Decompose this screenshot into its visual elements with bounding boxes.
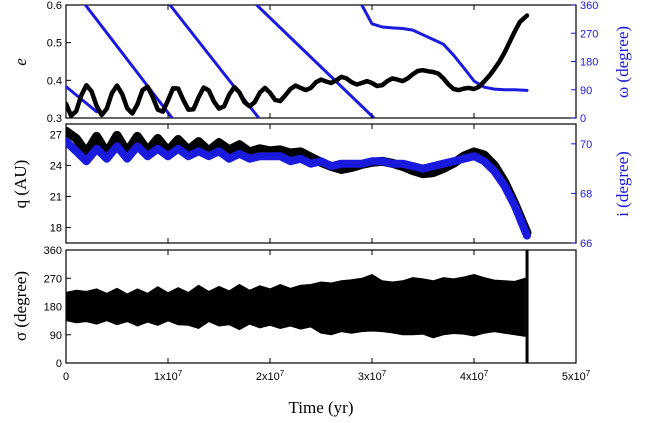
omega-series-segment-1 bbox=[83, 5, 174, 118]
bottom-ytick-label-4: 360 bbox=[44, 245, 62, 257]
top-ytick-label-1: 0.4 bbox=[47, 75, 62, 87]
inclination-series bbox=[66, 137, 531, 240]
bottom-xtick-label-5: 5x107 bbox=[562, 369, 591, 384]
middle-ytick-label-0: 18 bbox=[50, 222, 62, 234]
top-y2tick-label-3: 270 bbox=[580, 28, 598, 40]
panel-middle: 18 21 24 27 66 68 70 bbox=[50, 124, 592, 250]
bottom-left-axis-title: σ (degree) bbox=[11, 271, 30, 341]
middle-plot-area bbox=[66, 126, 532, 240]
panel-middle-frame bbox=[65, 123, 577, 244]
middle-ytick-label-3: 27 bbox=[50, 129, 62, 141]
bottom-xtick-label-1: 1x107 bbox=[154, 369, 183, 384]
top-y2tick-label-1: 90 bbox=[580, 85, 592, 97]
bottom-xtick-label-0: 0 bbox=[63, 371, 69, 383]
top-ytick-label-3: 0.6 bbox=[47, 0, 62, 12]
middle-y2tick-label-0: 66 bbox=[580, 238, 592, 250]
top-left-axis-title: e bbox=[11, 58, 30, 66]
eccentricity-series bbox=[66, 13, 530, 118]
top-y2tick-label-0: 0 bbox=[580, 113, 586, 125]
bottom-xtick-label-4: 4x107 bbox=[460, 369, 489, 384]
top-ytick-label-2: 0.5 bbox=[47, 38, 62, 50]
middle-right-axis-title: i (degree) bbox=[613, 151, 632, 217]
panel-top: 0.3 0.4 0.5 0.6 0 90 180 270 360 bbox=[47, 0, 599, 125]
top-right-axis-title: ω (degree) bbox=[613, 26, 632, 98]
bottom-ytick-label-1: 90 bbox=[50, 330, 62, 342]
middle-left-axis-title: q (AU) bbox=[11, 160, 30, 209]
middle-ytick-label-1: 21 bbox=[50, 191, 62, 203]
top-y2tick-label-2: 180 bbox=[580, 57, 598, 69]
panel-bottom: 0 90 180 270 360 0 1x107 2x107 3x107 4x107 5x107 bbox=[44, 245, 591, 383]
x-axis-title: Time (yr) bbox=[288, 398, 353, 417]
bottom-ytick-label-3: 270 bbox=[44, 273, 62, 285]
omega-series-segment-3 bbox=[255, 5, 376, 118]
middle-y2tick-label-1: 68 bbox=[580, 188, 592, 200]
top-plot-area bbox=[66, 5, 530, 118]
omega-series-segment-4 bbox=[360, 5, 529, 92]
bottom-ytick-label-2: 180 bbox=[44, 302, 62, 314]
top-y2tick-label-4: 360 bbox=[580, 0, 598, 12]
middle-y2tick-label-2: 70 bbox=[580, 139, 592, 151]
resonant-angle-band bbox=[65, 273, 526, 339]
bottom-xtick-label-2: 2x107 bbox=[256, 369, 285, 384]
top-ytick-label-0: 0.3 bbox=[47, 113, 62, 125]
bottom-ytick-label-0: 0 bbox=[56, 358, 62, 370]
middle-ytick-label-2: 24 bbox=[50, 160, 62, 172]
bottom-xtick-label-3: 3x107 bbox=[358, 369, 387, 384]
